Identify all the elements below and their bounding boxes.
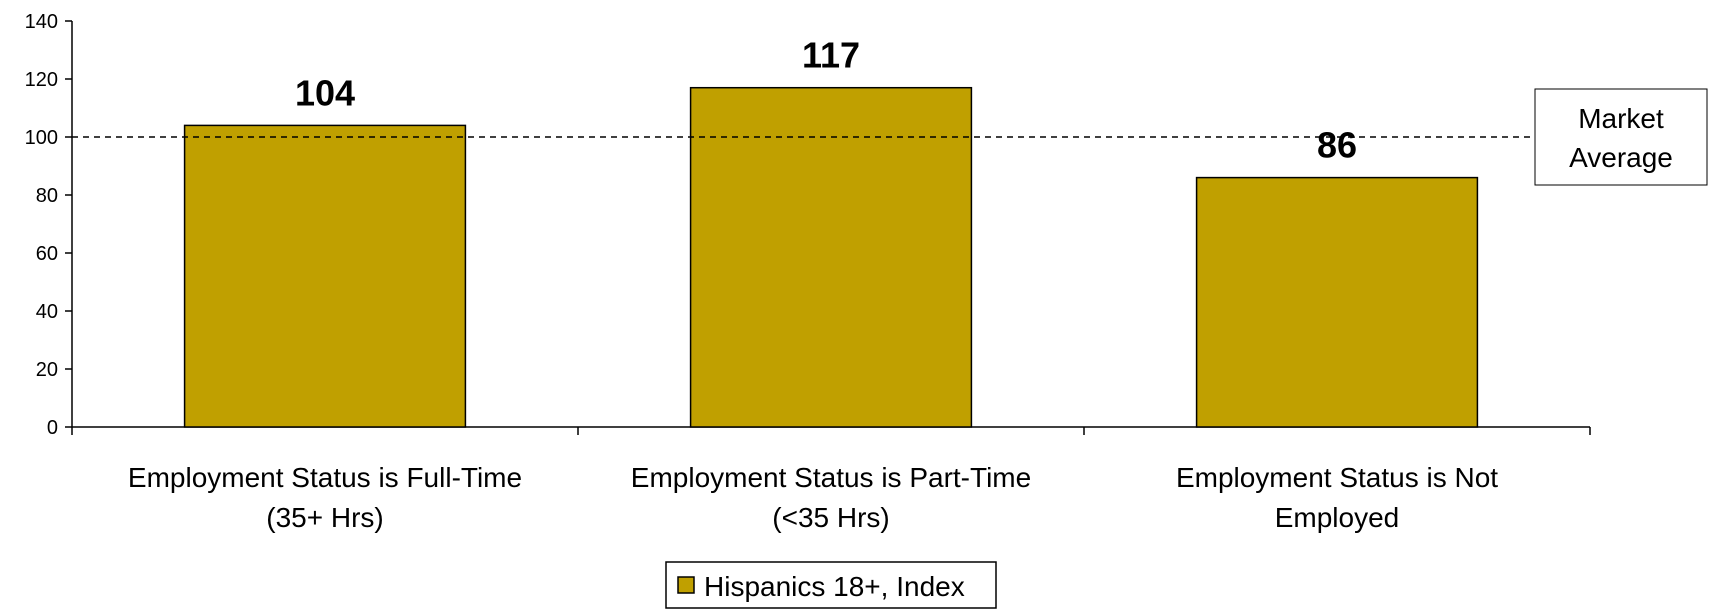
legend-swatch	[677, 576, 695, 594]
reference-line-group: Market Average	[72, 88, 1708, 186]
legend: Hispanics 18+, Index	[665, 561, 997, 609]
x-category-label: Employment Status is Full-Time (35+ Hrs)	[128, 462, 522, 533]
x-category-label-line: Employment Status is Not	[1176, 462, 1498, 493]
bar	[1195, 176, 1479, 428]
data-label: 104	[295, 72, 355, 113]
reference-label-line: Market	[1578, 103, 1664, 134]
bar	[183, 124, 467, 428]
y-tick-label: 80	[36, 185, 58, 207]
bars: 104 117 86	[183, 35, 1479, 428]
x-category-label-line: (<35 Hrs)	[772, 502, 889, 533]
x-category-label-line: Employment Status is Full-Time	[128, 462, 522, 493]
y-tick-label: 0	[47, 417, 58, 439]
y-tick-label: 20	[36, 359, 58, 381]
legend-box	[665, 561, 997, 609]
x-category-label-line: (35+ Hrs)	[266, 502, 383, 533]
x-category-label: Employment Status is Not Employed	[1176, 462, 1498, 533]
reference-label-box	[1534, 88, 1708, 186]
y-tick-label: 40	[36, 301, 58, 323]
y-tick-label: 100	[25, 127, 58, 149]
reference-label-line: Average	[1569, 142, 1673, 173]
legend-label: Hispanics 18+, Index	[704, 571, 965, 602]
y-tick-label: 120	[25, 69, 58, 91]
data-label: 117	[802, 35, 860, 76]
x-category-label-line: Employment Status is Part-Time	[631, 462, 1031, 493]
data-label: 86	[1317, 125, 1357, 166]
x-category-label: Employment Status is Part-Time (<35 Hrs)	[631, 462, 1031, 533]
y-tick-label: 60	[36, 243, 58, 265]
reference-label: Market Average	[1569, 103, 1673, 173]
bar	[689, 86, 973, 428]
x-category-label-line: Employed	[1275, 502, 1400, 533]
x-axis: Employment Status is Full-Time (35+ Hrs)E…	[71, 426, 1591, 533]
y-axis: 0 20 40 60 80 100 120 140	[25, 11, 73, 439]
y-tick-label: 140	[25, 11, 58, 33]
